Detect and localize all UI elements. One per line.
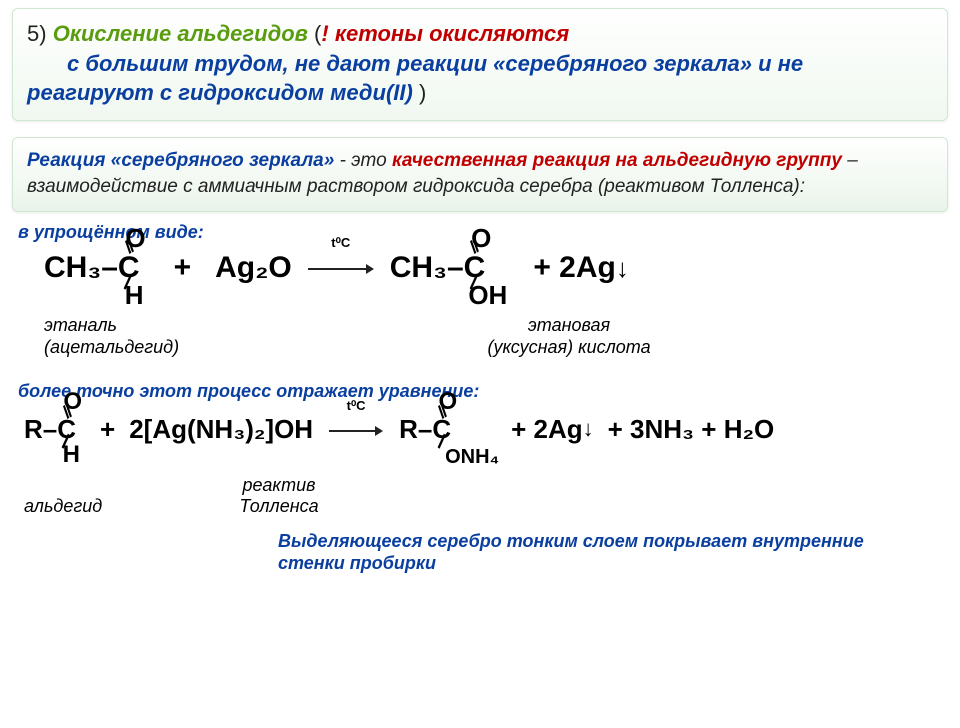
heading-close: ) — [413, 80, 426, 105]
mid-t1: Реакция «серебряного зеркала» — [27, 150, 334, 171]
content-area: в упрощённом виде: CH₃–C // O \ H + Ag₂O… — [0, 212, 960, 574]
eq2-right: R–C // O \ ONH₄ — [399, 414, 451, 445]
eq1-lab1a: этаналь — [44, 315, 117, 335]
eq2-lab2a: реактив — [243, 475, 316, 495]
eq2-lab1: альдегид — [24, 496, 194, 518]
eq2-labels: альдегид реактив Толленса — [24, 475, 942, 518]
eq1-tail: + 2Ag — [533, 251, 616, 285]
eq2-reagent: 2[Ag(NH₃)₂]OH — [129, 414, 313, 445]
mid-t2: - это — [334, 150, 392, 171]
eq2-tail1: + 2Ag — [511, 414, 583, 445]
eq1-cond: t⁰C — [306, 235, 376, 251]
eq1-label-right: этановая (уксусная) кислота — [414, 315, 724, 358]
eq2-lab2b: Толленса — [239, 496, 318, 516]
equation-exact: R–C // O \ H + 2[Ag(NH₃)₂]OH t⁰C R–C // … — [24, 414, 942, 445]
eq1-lab2b: (уксусная) кислота — [487, 337, 650, 357]
eq1-lab2a: этановая — [528, 315, 610, 335]
eq1-labels: этаналь (ацетальдегид) этановая (уксусна… — [44, 315, 942, 358]
equation-simplified: CH₃–C // O \ H + Ag₂O t⁰C CH₃–C // O \ O… — [44, 251, 942, 285]
panel-oxidation-heading: 5) Окисление альдегидов (! кетоны окисля… — [12, 8, 948, 121]
heading-emph: ! кетоны окисляются — [321, 21, 569, 46]
eq2-plus1: + — [100, 414, 115, 445]
eq1-right: CH₃–C // O \ OH — [390, 251, 486, 285]
eq1-label-left: этаналь (ацетальдегид) — [44, 315, 304, 358]
eq1-O1: O — [125, 223, 145, 254]
panel-silver-mirror: Реакция «серебряного зеркала» - это каче… — [12, 137, 948, 212]
eq2-tail2: + 3NH₃ + H₂O — [608, 414, 775, 445]
arrow-right-icon — [329, 424, 383, 438]
heading-line: 5) Окисление альдегидов (! кетоны окисля… — [27, 19, 933, 108]
eq1-reagent: Ag₂O — [215, 251, 292, 285]
exact-form-label: более точно этот процесс отражает уравне… — [18, 381, 942, 402]
arrow-right-icon — [308, 262, 374, 276]
eq2-O2: O — [438, 388, 457, 416]
eq2-label-right: реактив Толленса — [199, 475, 359, 518]
eq1-arrow: t⁰C — [306, 251, 376, 285]
eq2-cond: t⁰C — [327, 398, 385, 414]
eq2-ONH4: ONH₄ — [445, 446, 499, 469]
eq2-left: R–C // O \ H — [24, 414, 76, 445]
eq2-H1: H — [63, 441, 80, 469]
eq1-plus1: + — [174, 251, 192, 285]
eq1-left: CH₃–C // O \ H — [44, 251, 140, 285]
eq1-OH: OH — [468, 280, 507, 311]
heading-open: ( — [308, 21, 321, 46]
mid-t3: качественная реакция на альдегидную груп… — [392, 150, 842, 171]
eq1-H1: H — [125, 280, 144, 311]
eq1-lab1b: (ацетальдегид) — [44, 337, 179, 357]
eq2-down: ↓ — [583, 416, 594, 442]
eq2-arrow: t⁰C — [327, 414, 385, 445]
eq1-O2: O — [471, 223, 491, 254]
final-note: Выделяющееся серебро тонким слоем покрыв… — [278, 530, 918, 575]
heading-title: Окисление альдегидов — [53, 21, 308, 46]
heading-prefix: 5) — [27, 21, 53, 46]
eq2-O1: O — [63, 388, 82, 416]
eq1-down: ↓ — [616, 253, 629, 284]
